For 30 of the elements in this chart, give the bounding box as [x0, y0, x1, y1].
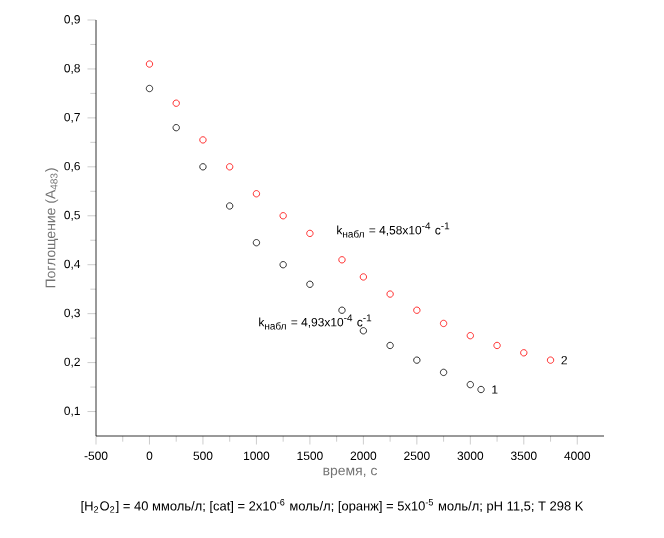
- point: [546, 356, 555, 364]
- point: [306, 280, 314, 288]
- point: [493, 341, 501, 350]
- point: [413, 356, 421, 364]
- point: [199, 163, 207, 171]
- point: [145, 84, 154, 93]
- point: [252, 190, 261, 198]
- point: [226, 163, 234, 171]
- point: [440, 319, 448, 328]
- point: [279, 261, 287, 269]
- point: [172, 99, 180, 107]
- point: [359, 327, 367, 335]
- point: [338, 256, 346, 264]
- point: [386, 341, 394, 350]
- point: [386, 290, 394, 298]
- point: [477, 385, 485, 394]
- point: [145, 60, 154, 68]
- point: [413, 306, 421, 314]
- point: [520, 349, 528, 357]
- point: [226, 202, 234, 210]
- point: [199, 136, 207, 144]
- point: [466, 332, 474, 340]
- point: [306, 229, 314, 237]
- point: [359, 273, 367, 281]
- point: [466, 381, 474, 389]
- point: [172, 124, 180, 132]
- point: [338, 306, 346, 314]
- point: [252, 239, 261, 247]
- point: [440, 368, 448, 376]
- point: [279, 212, 287, 220]
